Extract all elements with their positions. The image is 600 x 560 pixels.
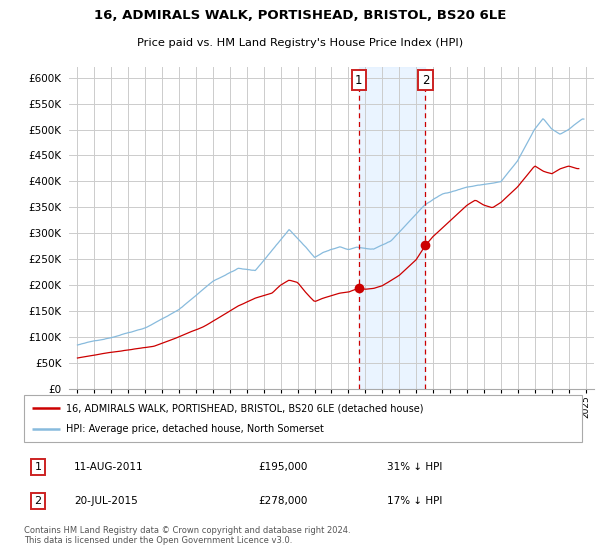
Text: HPI: Average price, detached house, North Somerset: HPI: Average price, detached house, Nort… (66, 424, 324, 434)
Text: 31% ↓ HPI: 31% ↓ HPI (387, 462, 442, 472)
Text: £278,000: £278,000 (259, 496, 308, 506)
Text: 17% ↓ HPI: 17% ↓ HPI (387, 496, 442, 506)
Text: 2: 2 (34, 496, 41, 506)
Text: 1: 1 (34, 462, 41, 472)
Text: Price paid vs. HM Land Registry's House Price Index (HPI): Price paid vs. HM Land Registry's House … (137, 38, 463, 48)
Text: 11-AUG-2011: 11-AUG-2011 (74, 462, 144, 472)
Bar (359, 67, 425, 389)
Text: Contains HM Land Registry data © Crown copyright and database right 2024.
This d: Contains HM Land Registry data © Crown c… (24, 526, 350, 545)
Text: 1: 1 (355, 74, 362, 87)
Text: 16, ADMIRALS WALK, PORTISHEAD, BRISTOL, BS20 6LE (detached house): 16, ADMIRALS WALK, PORTISHEAD, BRISTOL, … (66, 403, 424, 413)
Text: 16, ADMIRALS WALK, PORTISHEAD, BRISTOL, BS20 6LE: 16, ADMIRALS WALK, PORTISHEAD, BRISTOL, … (94, 9, 506, 22)
Text: 2: 2 (422, 74, 429, 87)
Text: £195,000: £195,000 (259, 462, 308, 472)
Text: 20-JUL-2015: 20-JUL-2015 (74, 496, 138, 506)
